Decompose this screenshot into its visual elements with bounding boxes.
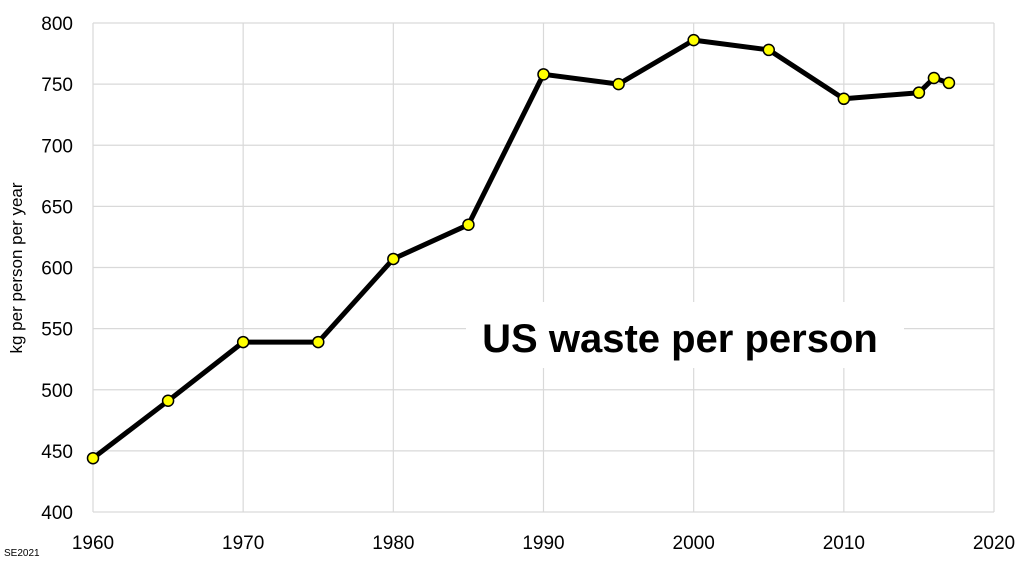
y-tick-label: 450 [41,442,73,463]
data-point [912,86,926,99]
x-tick-label: 1970 [222,533,264,554]
data-point [942,76,956,90]
y-axis-title: kg per person per year [7,182,26,353]
x-tick-labels: 1960 1970 1980 1990 2000 2010 2020 [72,533,1015,554]
x-tick-label: 1990 [522,533,564,554]
data-point [86,451,100,465]
x-tick-label: 1980 [372,533,414,554]
y-tick-label: 500 [41,381,73,402]
chart-title-background [466,302,904,368]
data-point [762,43,775,57]
data-point [927,71,941,85]
data-point [387,252,400,266]
data-point [837,92,851,106]
x-tick-label: 1960 [72,533,114,554]
data-point [161,394,175,408]
y-tick-label: 750 [41,75,73,96]
data-point [687,33,700,47]
chart-title: US waste per person [482,317,878,361]
x-tick-label: 2000 [673,533,715,554]
x-tick-label: 2020 [973,533,1015,554]
grid-lines [92,22,995,513]
data-point [462,218,475,231]
x-tick-label: 2010 [823,533,865,554]
series-line [90,37,952,461]
y-tick-label: 550 [41,320,73,341]
y-tick-label: 600 [41,259,73,280]
y-tick-label: 400 [41,503,73,524]
data-point [312,335,325,349]
data-point [236,335,250,349]
data-point [537,68,550,81]
y-tick-label: 700 [41,136,73,157]
data-series [86,33,956,465]
y-tick-label: 650 [41,197,73,218]
credit-label: SE2021 [4,548,40,559]
y-tick-label: 800 [41,14,73,35]
data-point [612,77,625,91]
y-tick-labels: 400 450 500 550 600 650 700 750 800 [41,14,73,524]
